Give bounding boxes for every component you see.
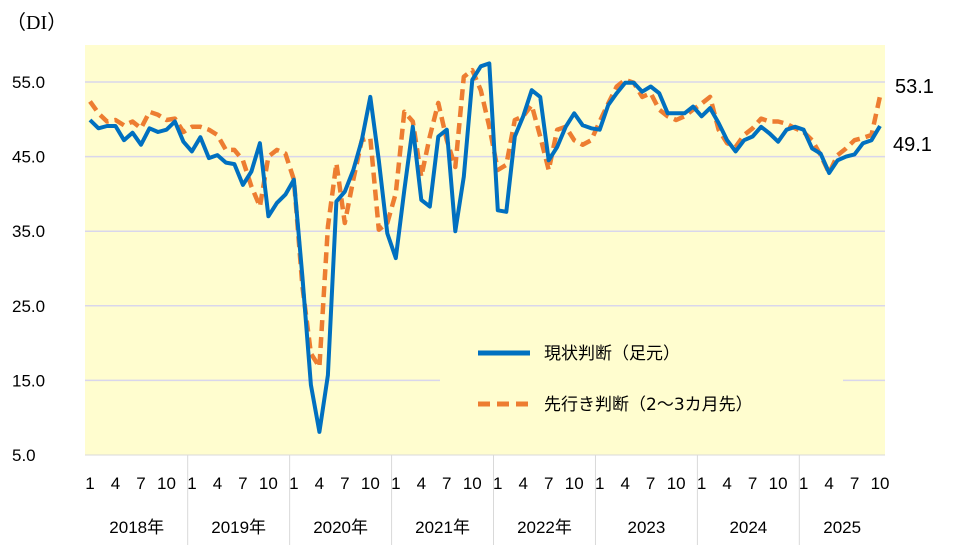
y-tick-label: 25.0 xyxy=(12,297,45,316)
x-tick-year-label: 2020年 xyxy=(313,518,368,537)
x-tick-month-label: 10 xyxy=(565,474,584,493)
x-tick-year-label: 2025 xyxy=(823,518,861,537)
y-axis-unit-label: （DI） xyxy=(6,12,68,34)
x-tick-month-label: 4 xyxy=(824,474,833,493)
x-tick-month-label: 1 xyxy=(391,474,400,493)
x-tick-year-label: 2022年 xyxy=(517,518,572,537)
x-tick-month-label: 7 xyxy=(340,474,349,493)
y-tick-label: 5.0 xyxy=(12,446,36,465)
x-tick-month-label: 4 xyxy=(417,474,426,493)
y-tick-label: 15.0 xyxy=(12,371,45,390)
x-tick-month-label: 4 xyxy=(620,474,629,493)
y-tick-label: 35.0 xyxy=(12,222,45,241)
y-axis: 55.0 45.0 35.0 25.0 15.0 5.0 xyxy=(12,73,45,465)
y-tick-label: 45.0 xyxy=(12,148,45,167)
legend: 現状判断（足元） 先行き判断（2～3カ月先） xyxy=(478,344,753,415)
x-tick-month-label: 10 xyxy=(361,474,380,493)
x-tick-month-label: 1 xyxy=(595,474,604,493)
x-tick-month-label: 1 xyxy=(289,474,298,493)
x-tick-month-label: 7 xyxy=(850,474,859,493)
x-tick-month-label: 4 xyxy=(213,474,222,493)
x-tick-month-label: 1 xyxy=(187,474,196,493)
x-tick-year-label: 2018年 xyxy=(109,518,164,537)
x-tick-year-label: 2023 xyxy=(628,518,666,537)
x-tick-month-label: 10 xyxy=(463,474,482,493)
x-tick-month-label: 4 xyxy=(315,474,324,493)
y-tick-label: 55.0 xyxy=(12,73,45,92)
x-tick-month-label: 7 xyxy=(238,474,247,493)
x-tick-month-label: 4 xyxy=(722,474,731,493)
end-label-current: 49.1 xyxy=(893,134,932,156)
x-tick-month-label: 1 xyxy=(85,474,94,493)
x-tick-month-label: 10 xyxy=(871,474,890,493)
x-tick-year-label: 2024 xyxy=(729,518,767,537)
x-tick-month-label: 10 xyxy=(667,474,686,493)
x-tick-month-label: 10 xyxy=(157,474,176,493)
x-tick-month-label: 1 xyxy=(493,474,502,493)
legend-label-outlook: 先行き判断（2～3カ月先） xyxy=(544,395,753,415)
x-tick-month-label: 1 xyxy=(697,474,706,493)
x-tick-year-label: 2021年 xyxy=(415,518,470,537)
x-tick-month-label: 4 xyxy=(111,474,120,493)
x-tick-month-label: 10 xyxy=(769,474,788,493)
series-lines xyxy=(88,61,883,434)
x-tick-month-label: 1 xyxy=(799,474,808,493)
legend-label-current: 現状判断（足元） xyxy=(544,344,680,364)
x-tick-year-label: 2019年 xyxy=(211,518,266,537)
series-line-outlook xyxy=(88,67,883,370)
x-tick-month-label: 7 xyxy=(136,474,145,493)
end-label-outlook: 53.1 xyxy=(895,76,934,98)
x-tick-month-label: 10 xyxy=(259,474,278,493)
x-tick-month-label: 4 xyxy=(519,474,528,493)
x-tick-month-label: 7 xyxy=(544,474,553,493)
series-line-current xyxy=(88,61,882,434)
x-tick-month-label: 7 xyxy=(442,474,451,493)
x-tick-month-label: 7 xyxy=(748,474,757,493)
x-tick-month-label: 7 xyxy=(646,474,655,493)
